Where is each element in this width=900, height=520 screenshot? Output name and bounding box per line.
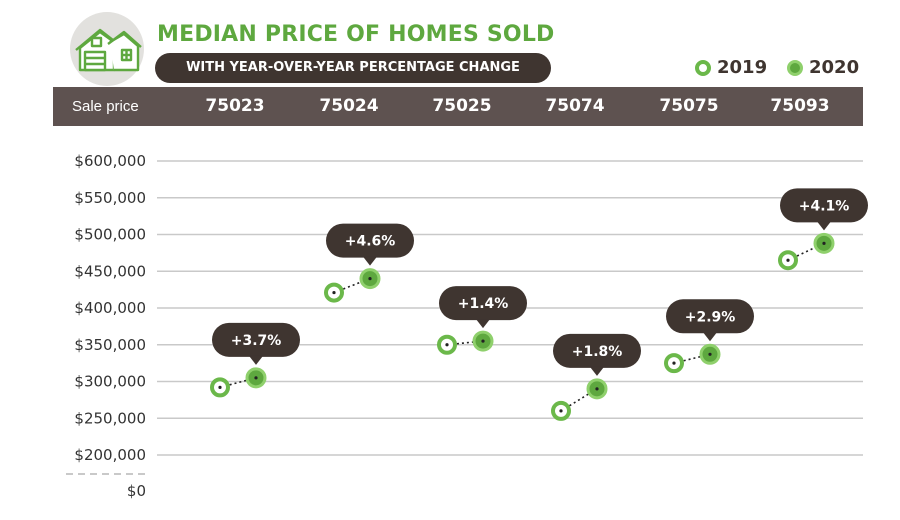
point-2020-center-3: [595, 387, 599, 391]
chart-title: MEDIAN PRICE OF HOMES SOLD: [157, 22, 555, 47]
legend-swatch-2019: [695, 60, 711, 76]
callout-label-4: +2.9%: [685, 309, 736, 325]
callout-pointer-1: [363, 256, 377, 266]
callout-bubble-4: [666, 299, 754, 334]
callout-bubble-2: [439, 286, 527, 321]
callout-bubble-5: [780, 188, 868, 223]
legend-label-2020: 2020: [809, 57, 860, 78]
point-2020-center-2: [481, 339, 485, 343]
y-tick-label-6: $300,000: [74, 373, 146, 391]
callout-pointer-0: [249, 355, 263, 365]
y-tick-label-4: $400,000: [74, 299, 146, 317]
callout-pointer-2: [476, 319, 490, 329]
callout-pointer-4: [703, 332, 717, 342]
callout-label-3: +1.8%: [572, 344, 623, 360]
point-2020-center-1: [368, 277, 372, 281]
callout-bubble-1: [326, 223, 414, 258]
header-zip-4: 75075: [659, 96, 719, 116]
header-band: Sale price 75023 75024 75025 75074 75075…: [53, 87, 863, 126]
point-2020-center-4: [708, 352, 712, 356]
point-2019-center-3: [559, 409, 563, 413]
header-zip-1: 75024: [319, 96, 379, 116]
y-tick-label-7: $250,000: [74, 409, 146, 427]
point-2019-center-4: [672, 361, 676, 365]
y-tick-label-8: $200,000: [74, 446, 146, 464]
y-tick-label-1: $550,000: [74, 189, 146, 207]
point-2019-center-2: [445, 343, 449, 347]
callout-label-0: +3.7%: [231, 333, 282, 349]
legend-label-2019: 2019: [717, 57, 768, 78]
legend-swatch-2020: [787, 60, 803, 76]
callout-label-5: +4.1%: [799, 198, 850, 214]
point-2019-center-0: [218, 385, 222, 389]
header-zip-3: 75074: [545, 96, 605, 116]
y-tick-label-0: $600,000: [74, 152, 146, 170]
point-2020-center-5: [822, 241, 826, 245]
y-tick-label-3: $450,000: [74, 262, 146, 280]
header-row-label: Sale price: [72, 98, 139, 115]
house-icon: [70, 12, 144, 86]
header-zip-2: 75025: [432, 96, 492, 116]
point-2019-center-5: [786, 258, 790, 262]
callout-label-1: +4.6%: [345, 234, 396, 250]
callout-bubble-3: [553, 333, 641, 368]
callout-pointer-3: [590, 366, 604, 376]
header-zip-5: 75093: [770, 96, 830, 116]
legend: 2019 2020: [695, 57, 865, 79]
chart-subtitle: WITH YEAR-OVER-YEAR PERCENTAGE CHANGE: [155, 53, 551, 83]
callout-pointer-5: [817, 221, 831, 231]
y-tick-label-2: $500,000: [74, 226, 146, 244]
y-tick-label-9: $0: [127, 482, 146, 500]
callout-bubble-0: [212, 322, 300, 357]
y-tick-label-5: $350,000: [74, 336, 146, 354]
callout-label-2: +1.4%: [458, 296, 509, 312]
header-zip-0: 75023: [205, 96, 265, 116]
point-2019-center-1: [332, 290, 336, 295]
point-2020-center-0: [254, 376, 258, 380]
